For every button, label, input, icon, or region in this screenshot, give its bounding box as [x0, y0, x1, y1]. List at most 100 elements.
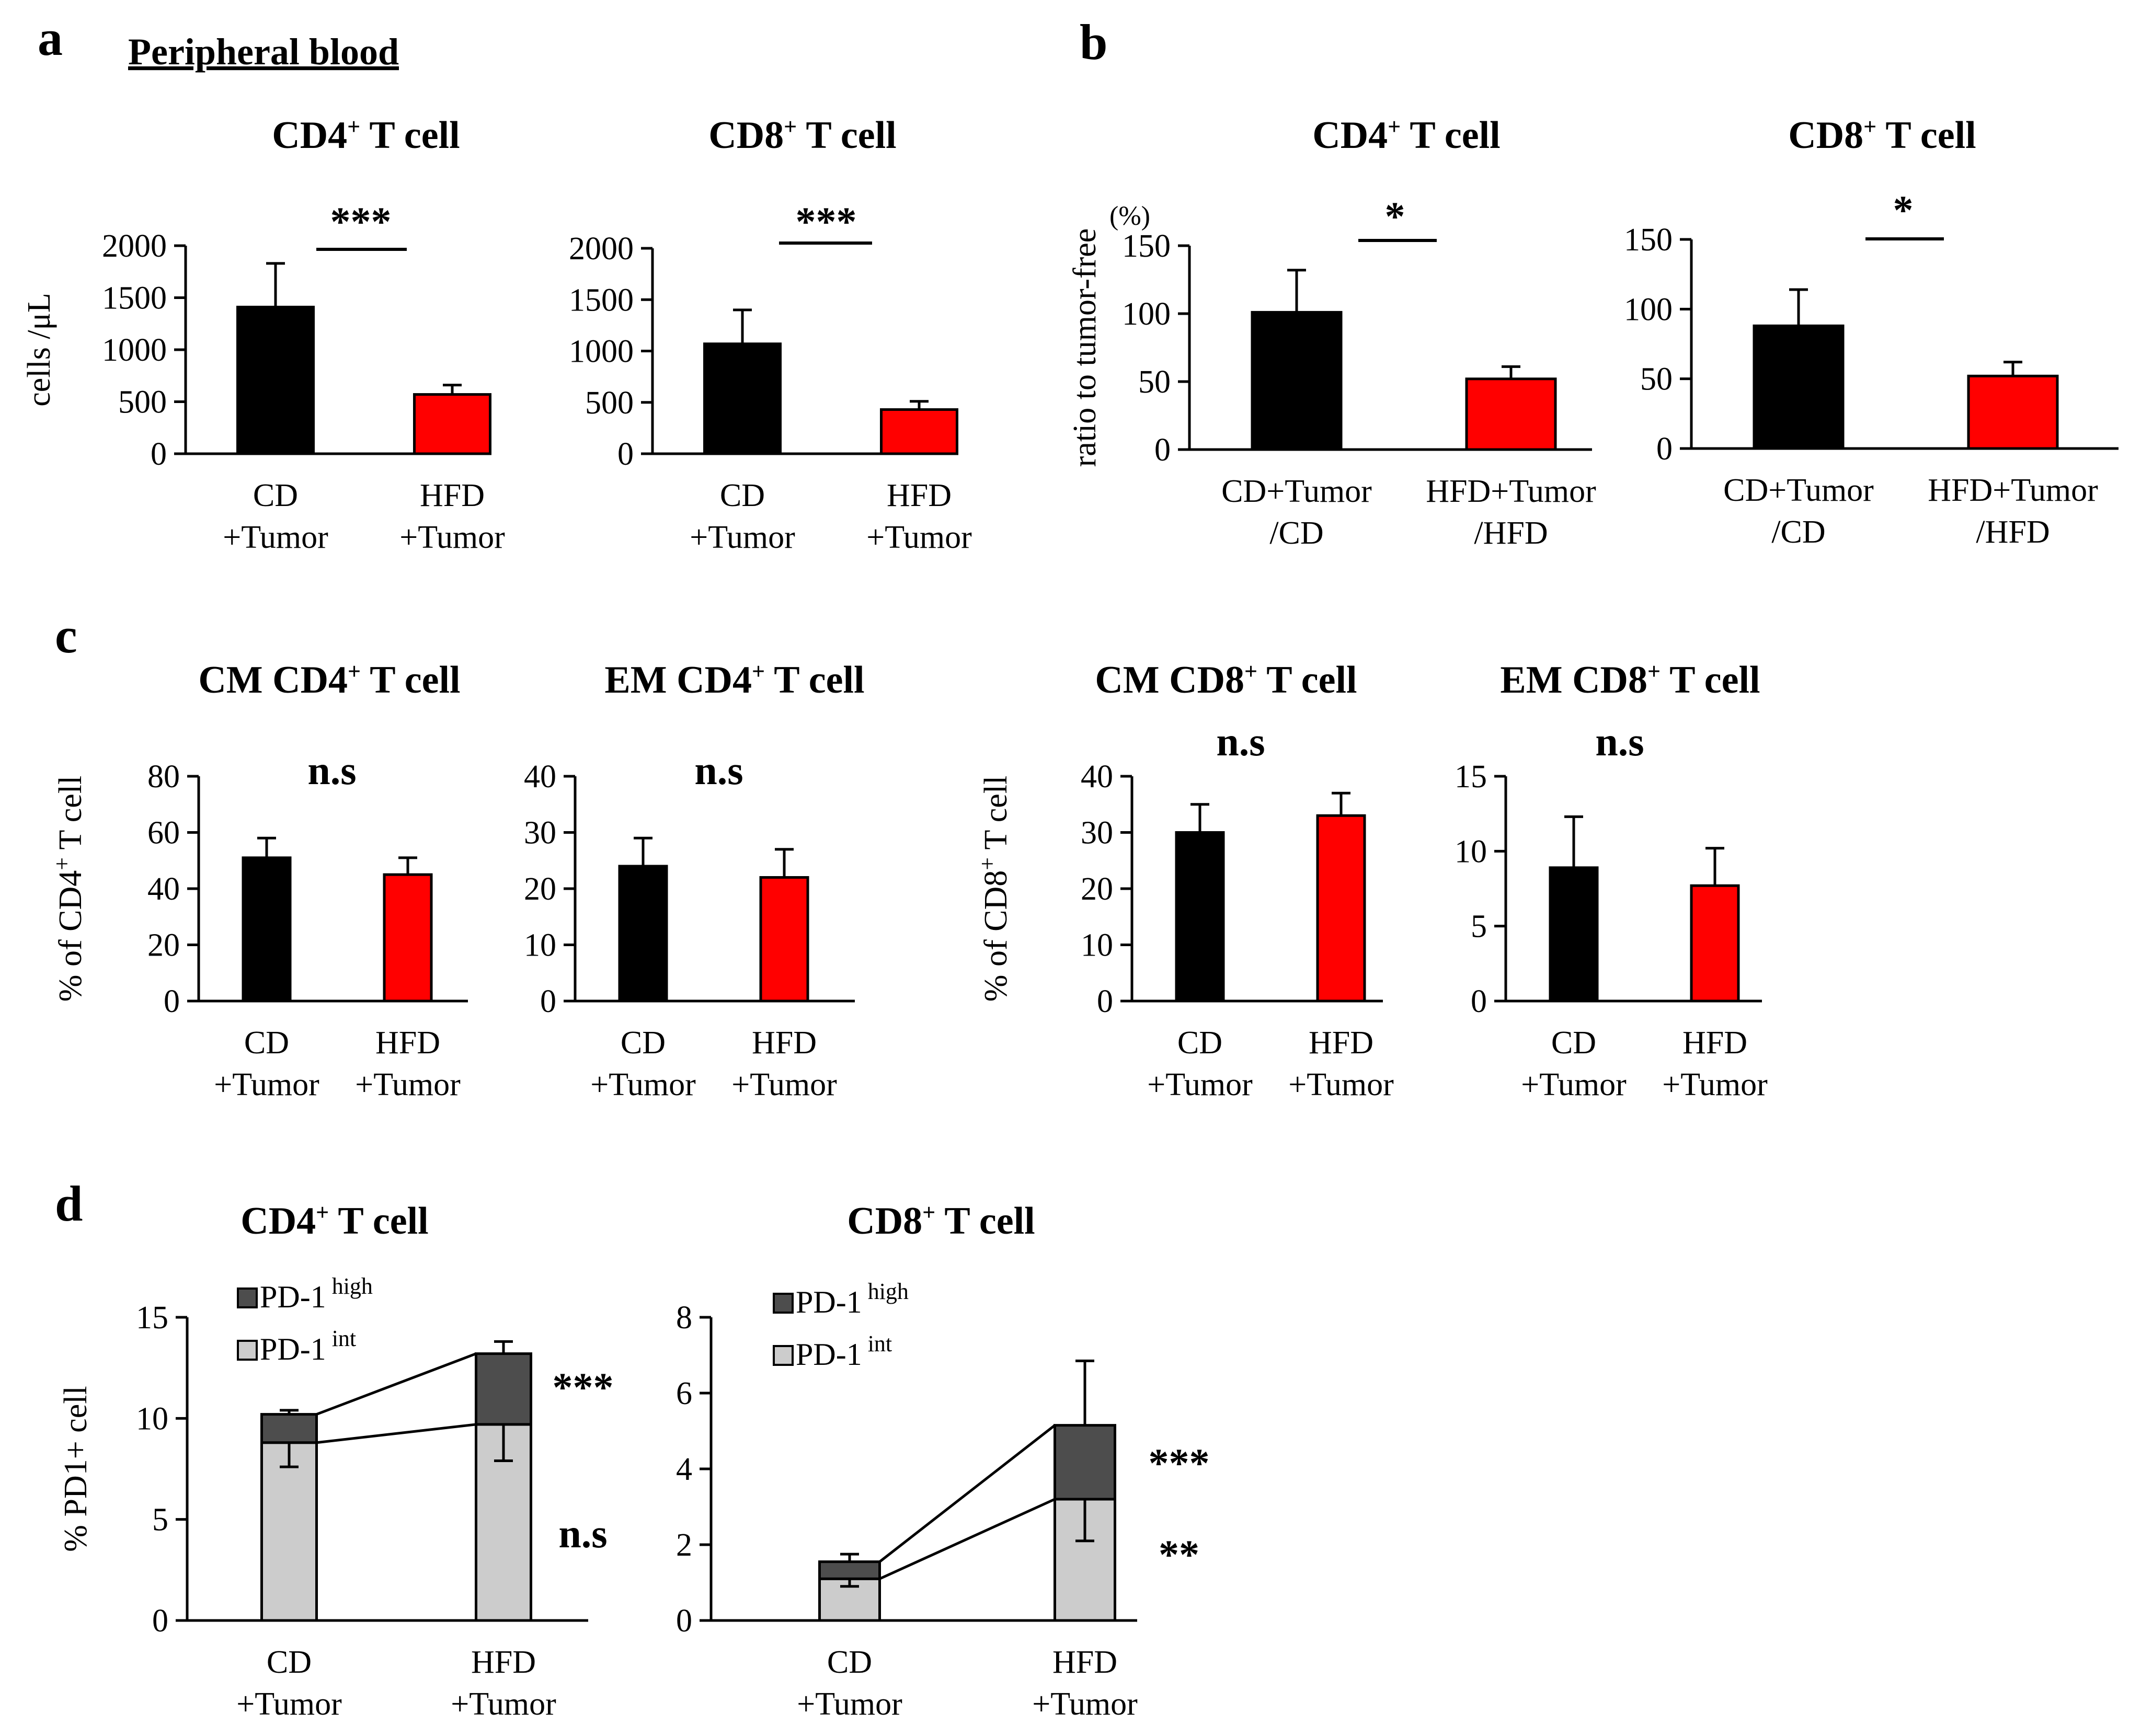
d-cd4-category-label: CD: [267, 1645, 312, 1680]
a-cd4-title-suffix: T cell: [360, 114, 460, 157]
c-em-cd4-title: EM CD4+ T cell: [604, 659, 864, 702]
a-cd8-title-cell: CD8: [708, 114, 784, 157]
d-cd4-legend-text: PD-1: [260, 1332, 326, 1366]
b-cd4-title: CD4+ T cell: [1312, 114, 1500, 157]
c-cm-cd8-y-axis-label-sup: +: [975, 857, 1000, 870]
d-cd8-legend-swatch-high: [773, 1293, 794, 1314]
d-cd8-category-label: CD: [827, 1645, 872, 1680]
d-cd8-category-label: +Tumor: [1032, 1686, 1138, 1722]
d-cd4-connector-high: [316, 1352, 477, 1416]
b-cd4-title-suffix: T cell: [1401, 114, 1501, 157]
d-cd4-legend-text: PD-1: [260, 1280, 326, 1314]
d-cd4-y-axis-label: % PD1+ cell: [58, 1386, 94, 1551]
d-cd4-tick-label: 5: [152, 1502, 168, 1538]
c-cm-cd8-significance: n.s: [1216, 719, 1265, 764]
a-cd4-tick-label: 1000: [102, 332, 167, 368]
a-cd4-category-label: CD: [253, 478, 298, 513]
c-em-cd8-category-label: +Tumor: [1521, 1067, 1627, 1102]
b-cd8-title-sup: +: [1863, 114, 1876, 140]
a-cd8-category-label: HFD: [887, 478, 952, 513]
panel-letter-d: d: [55, 1176, 83, 1232]
d-cd4-bar-pd1-int: [260, 1441, 318, 1622]
c-cm-cd8-tick-label: 20: [1081, 871, 1113, 907]
b-cd4-category-label: CD+Tumor: [1221, 474, 1372, 509]
c-em-cd8-title: EM CD8+ T cell: [1500, 659, 1760, 702]
d-cd4-bar-pd1-high: [475, 1352, 532, 1426]
c-cm-cd8-bar: [1316, 814, 1366, 1003]
chart-d-cd4: CD4+ T cell 0 5 10 15 % PD1+ cell CD +Tumor HFD +…: [58, 1200, 614, 1722]
b-cd8-bar: [1753, 324, 1845, 450]
d-cd8-category-label: +Tumor: [797, 1686, 902, 1722]
c-cm-cd4-category-label: HFD: [375, 1025, 440, 1061]
d-cd8-legend-label-high: PD-1 high: [796, 1279, 909, 1319]
a-cd4-title-sup: +: [347, 114, 360, 140]
c-cm-cd8-tick-label: 10: [1081, 928, 1113, 963]
c-em-cd4-significance: n.s: [694, 748, 743, 793]
c-em-cd4-category-label: HFD: [752, 1025, 817, 1061]
a-cd8-title: CD8+ T cell: [708, 114, 896, 157]
c-cm-cd8-title-suffix: T cell: [1257, 659, 1357, 702]
a-cd4-tick-label: 500: [118, 385, 167, 420]
c-cm-cd4-y-axis-label-rest: T cell: [53, 776, 88, 857]
d-cd8-legend-swatch-int: [773, 1345, 794, 1366]
d-cd8-legend-label-int: PD-1 int: [796, 1331, 892, 1372]
c-em-cd8-title-suffix: T cell: [1661, 659, 1760, 702]
a-cd4-tick-label: 1500: [102, 281, 167, 316]
c-cm-cd4-y-axis-label-sup: +: [49, 857, 75, 870]
c-em-cd8-significance: n.s: [1595, 719, 1644, 764]
c-cm-cd8-tick-label: 0: [1097, 984, 1113, 1019]
c-cm-cd4-tick-label: 0: [164, 984, 180, 1019]
a-cd8-tick-label: 2000: [569, 231, 634, 267]
a-cd8-tick-label: 1500: [569, 282, 634, 318]
c-cm-cd8-category-label: CD: [1177, 1025, 1222, 1061]
c-cm-cd4-title-sup: +: [348, 659, 361, 684]
d-cd8-bar-pd1-high: [1054, 1424, 1116, 1501]
d-cd8-connector-int: [879, 1498, 1056, 1580]
a-cd4-tick-label: 0: [151, 436, 167, 472]
chart-a-cd4: CD4+ T cell 0 500 1000 1500 2000 cells /μL CD +T…: [21, 114, 505, 555]
d-cd4-legend-swatch-high: [237, 1287, 258, 1308]
panel-letter-b: b: [1080, 14, 1107, 70]
chart-b-cd4: CD4+ T cell 0 50 100 150 ratio to tumor-free(…: [1067, 114, 1596, 551]
c-cm-cd8-tick-label: 40: [1081, 759, 1113, 795]
d-cd4-legend-swatch-int: [237, 1340, 258, 1361]
b-cd4-tick-label: 50: [1138, 364, 1171, 400]
c-em-cd8-title-sup: +: [1647, 659, 1661, 684]
c-cm-cd8-title-prefix: CM: [1095, 659, 1169, 702]
d-cd8-tick-label: 0: [676, 1603, 692, 1639]
a-cd4-bar: [236, 305, 315, 455]
b-cd8-title-cell: CD8: [1788, 114, 1863, 157]
c-cm-cd8-category-label: +Tumor: [1288, 1067, 1394, 1102]
c-cm-cd4-tick-label: 20: [147, 928, 180, 963]
c-em-cd8-tick-label: 15: [1455, 759, 1487, 795]
b-cd4-category-label: HFD+Tumor: [1426, 474, 1596, 509]
d-cd4-title-suffix: T cell: [329, 1200, 429, 1243]
a-cd4-y-axis-label: cells /μL: [21, 293, 57, 406]
d-cd4-connector-int: [316, 1423, 476, 1444]
c-em-cd4-title-suffix: T cell: [765, 659, 865, 702]
a-cd8-category-label: +Tumor: [866, 520, 972, 555]
a-cd4-category-label: HFD: [420, 478, 485, 513]
d-cd8-legend-text: PD-1: [796, 1285, 862, 1319]
c-cm-cd4-tick-label: 40: [147, 871, 180, 907]
a-cd4-significance: ***: [330, 199, 392, 244]
c-cm-cd8-title-sup: +: [1244, 659, 1257, 684]
a-cd4-title: CD4+ T cell: [272, 114, 460, 157]
c-em-cd4-tick-label: 30: [524, 815, 556, 851]
c-cm-cd4-category-label: CD: [244, 1025, 289, 1061]
d-cd4-title: CD4+ T cell: [241, 1200, 428, 1243]
a-cd8-tick-label: 1000: [569, 334, 634, 370]
d-cd8-significance-high: ***: [1149, 1440, 1210, 1486]
c-cm-cd8-category-label: HFD: [1309, 1025, 1373, 1061]
d-cd8-title-cell: CD8: [847, 1200, 922, 1243]
d-cd4-legend-sup: high: [326, 1273, 373, 1299]
d-cd4-significance-high: ***: [553, 1364, 614, 1410]
c-em-cd4-tick-label: 10: [524, 928, 556, 963]
a-cd4-bar: [413, 393, 491, 455]
d-cd4-tick-label: 10: [136, 1401, 168, 1436]
chart-d-cd8: CD8+ T cell 0 2 4 6 8 CD +Tumor HFD +Tumor PD-1 hi…: [676, 1200, 1210, 1722]
d-cd8-legend-text: PD-1: [796, 1337, 862, 1372]
chart-c-em-cd8: EM CD8+ T cell 0 5 10 15 CD +Tumor HFD +Tumor n.s: [1455, 659, 1768, 1102]
d-cd4-tick-label: 15: [136, 1300, 168, 1336]
c-em-cd4-tick-label: 20: [524, 871, 556, 907]
